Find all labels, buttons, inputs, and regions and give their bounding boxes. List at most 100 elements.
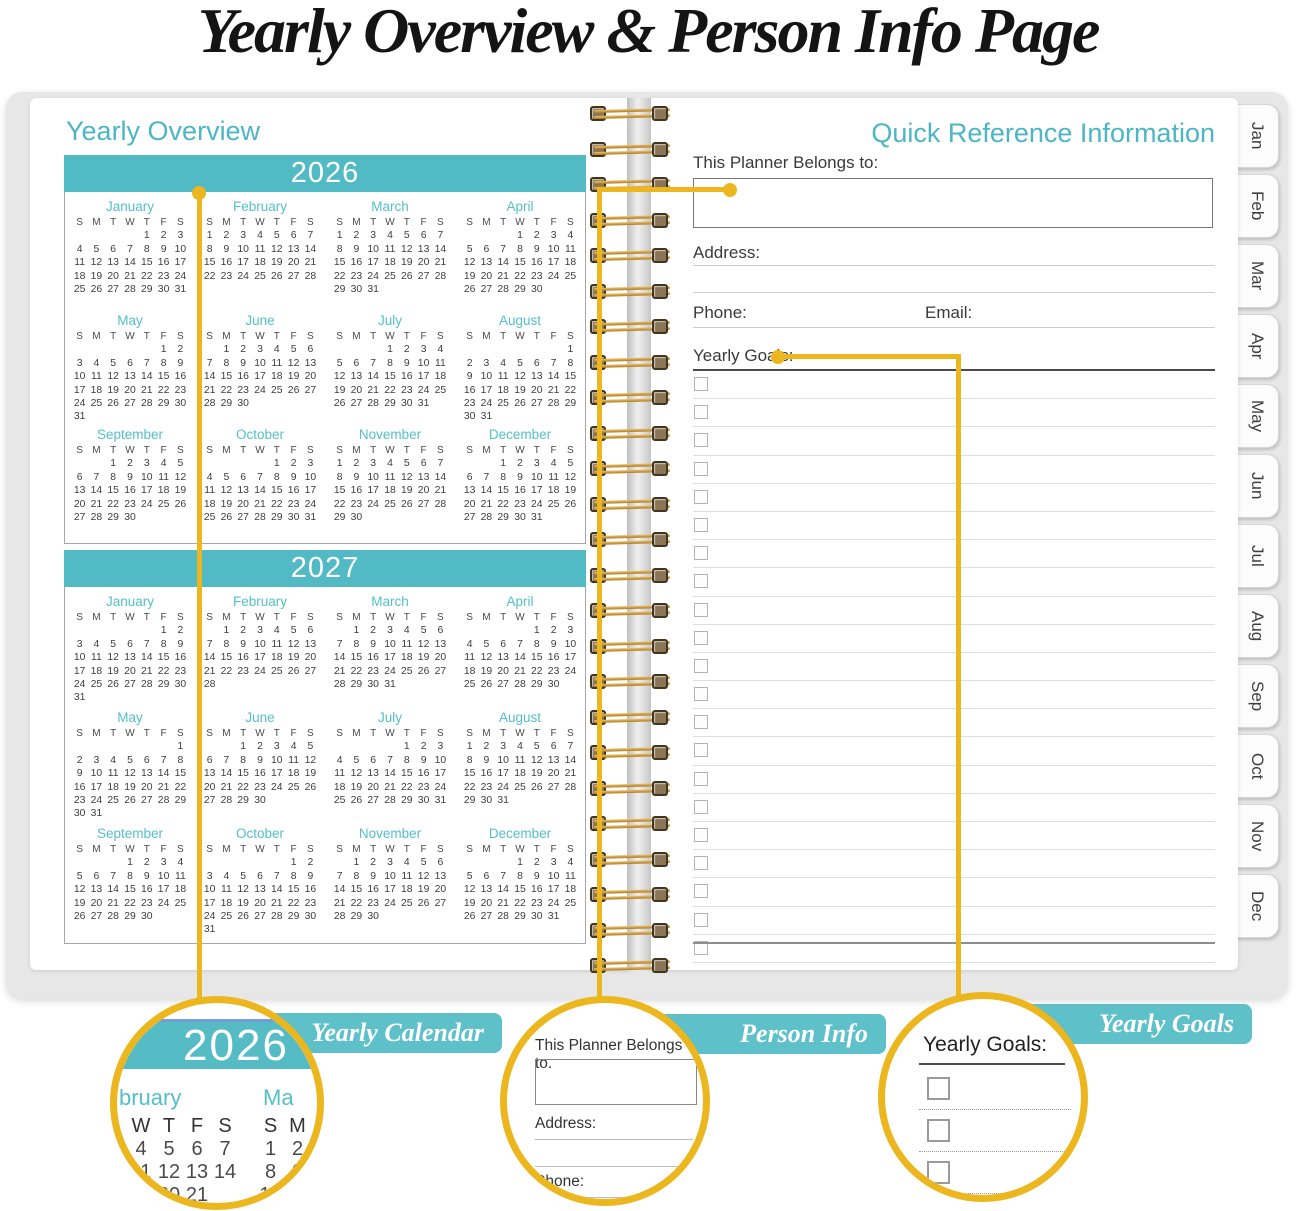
goal-checkbox[interactable]: [694, 856, 708, 871]
tab-sep[interactable]: Sep: [1236, 664, 1279, 728]
mini-month-december-2026: December S M T W T F S 1 2 3 4 5 6 7 8 9 10 11 12 13 14 15 16 17…: [455, 425, 585, 539]
zoom-goal-checkbox[interactable]: [927, 1077, 950, 1100]
left-page-yearly-overview: Yearly Overview 2026 January S M T W T F S 1 2 3 4 5 6…: [30, 98, 630, 970]
yearly-overview-heading: Yearly Overview: [66, 116, 261, 146]
goal-checkbox[interactable]: [694, 630, 708, 645]
coil-hole-right: [652, 319, 668, 334]
goal-checkbox[interactable]: [694, 602, 708, 617]
tab-may[interactable]: May: [1236, 384, 1279, 448]
tab-label: Jun: [1248, 472, 1267, 500]
goal-row: [693, 822, 1215, 851]
year-banner-2027: 2027: [64, 550, 586, 587]
callout-dot-calendar: [192, 186, 206, 200]
mini-month-name: March: [371, 594, 409, 609]
tab-label: Mar: [1248, 261, 1267, 291]
mini-month-days: S M T W T F S 1 2 3 4 5 6 7 8 9 10 11 12 13 14 15 16 17 18 19 20 21…: [333, 728, 447, 806]
goal-row: [693, 484, 1215, 512]
tab-label: Aug: [1248, 610, 1267, 642]
year-banner-2026: 2026: [64, 155, 586, 192]
mini-month-days: S M T W T F S 1 2 3 4 5 6 7 8 9 10 11 12 13 14 15 16 17 18 19 20 21…: [73, 445, 187, 523]
coil-hole-right: [652, 851, 668, 867]
goal-checkbox[interactable]: [694, 687, 708, 702]
coil-hole-right: [652, 532, 668, 547]
goal-checkbox[interactable]: [694, 546, 708, 561]
goal-checkbox[interactable]: [694, 658, 708, 673]
spiral-coil: [588, 212, 676, 229]
goal-checkbox[interactable]: [694, 489, 708, 504]
goal-checkbox[interactable]: [694, 884, 708, 899]
zoom-goal-dotted-line: [919, 1109, 1071, 1110]
zoom-goal-checkbox[interactable]: [927, 1119, 950, 1142]
zoom-day-cell: [311, 1184, 317, 1203]
goal-checkbox[interactable]: [694, 743, 708, 758]
tab-feb[interactable]: Feb: [1236, 174, 1279, 238]
goal-checkbox[interactable]: [694, 433, 708, 448]
goal-checkbox[interactable]: [694, 377, 708, 391]
zoom-goals-label: Yearly Goals:: [923, 1033, 1048, 1056]
mini-month-name: February: [232, 594, 288, 609]
mini-month-days: S M T W T F S 1 2 3 4 5 6 7 8 9 10 11 12 13 14 15 16 17 18 19 20 21…: [73, 844, 187, 922]
goal-row: [693, 371, 1215, 400]
zoom-phone-line: [535, 1197, 693, 1198]
tab-oct[interactable]: Oct: [1236, 734, 1279, 798]
zoom-weekday-cell: F: [190, 1115, 204, 1137]
tab-aug[interactable]: Aug: [1236, 594, 1279, 658]
zoom-calendar-right-columns: SMT123891151: [257, 1115, 317, 1203]
tab-nov[interactable]: Nov: [1236, 804, 1279, 868]
goal-checkbox[interactable]: [694, 799, 708, 814]
mini-month-days: S M T W T F S 1 2 3 4 5 6 7 8 9 10 11 12 13 14 15 16 17 18 19 20 21…: [203, 331, 317, 409]
coil-hole-right: [652, 354, 668, 370]
spiral-coil: [588, 851, 676, 868]
zoom-blank-line: [535, 1166, 693, 1167]
mini-month-days: S M T W T F S 1 2 3 4 5 6 7 8 9 10 11 12 13 14 15 16 17 18 19 20 21…: [73, 728, 187, 820]
belongs-input-box[interactable]: [693, 178, 1213, 228]
goal-row: [693, 568, 1215, 597]
email-label: Email:: [925, 303, 973, 322]
goal-row: [693, 935, 1215, 963]
goal-checkbox[interactable]: [694, 574, 708, 589]
goal-checkbox[interactable]: [694, 828, 708, 842]
zoom-weekday-cell: S: [218, 1115, 232, 1137]
mini-month-days: S M T W T F S 1 2 3 4 5 6 7 8 9 10 11 12 13 14 15 16 17 18 19 20 21…: [333, 217, 447, 295]
tab-jul[interactable]: Jul: [1236, 524, 1279, 588]
mini-month-december-2027: December S M T W T F S 1 2 3 4 5 6 7 8 9 10 11 12 13 14 15 16 17…: [455, 824, 585, 940]
zoom-goal-checkbox[interactable]: [927, 1161, 950, 1184]
goal-checkbox[interactable]: [694, 912, 708, 927]
goal-checkbox[interactable]: [694, 405, 708, 420]
goal-checkbox[interactable]: [694, 940, 708, 955]
callout-dot-person: [723, 183, 737, 197]
goal-checkbox[interactable]: [694, 461, 708, 476]
mini-month-may-2027: May S M T W T F S 1 2 3 4 5 6 7 8 9 10 11 12 13 14 15 16 17 18 19 2…: [65, 708, 195, 824]
year-grid-2026: January S M T W T F S 1 2 3 4 5 6 7 8 9 10 11 12 13 14 15 16 17 1…: [64, 192, 586, 544]
phone-email-line: [693, 327, 1215, 328]
tab-label: Sep: [1248, 680, 1267, 712]
mini-month-october-2027: October S M T W T F S 1 2 3 4 5 6 7 8 9 10 11 12 13 14 15 16 17 1…: [195, 824, 325, 940]
tab-jun[interactable]: Jun: [1236, 454, 1279, 518]
belongs-label: This Planner Belongs to:: [693, 153, 879, 172]
mini-month-days: S M T W T F S 1 2 3 4 5 6 7 8 9 10 11 12 13 14 15 16 17 18 19 20 21…: [203, 445, 317, 523]
goal-checkbox[interactable]: [694, 771, 708, 786]
mini-month-days: S M T W T F S 1 2 3 4 5 6 7 8 9 10 11 12 13 14 15 16 17 18 19 20 21…: [73, 217, 187, 295]
tab-mar[interactable]: Mar: [1236, 244, 1279, 308]
tab-apr[interactable]: Apr: [1236, 314, 1279, 378]
page-title: Yearly Overview & Person Info Page: [197, 0, 1101, 66]
goal-row: [693, 427, 1215, 456]
tab-dec[interactable]: Dec: [1236, 874, 1279, 938]
zoom-calendar-partial-number: 20: [229, 1199, 252, 1210]
mini-month-name: June: [245, 710, 275, 725]
mini-month-february-2026: February S M T W T F S 1 2 3 4 5 6 7 8 9 10 11 12 13 14 15 16 17…: [195, 197, 325, 311]
coil-hole-right: [652, 638, 668, 654]
callout-line-goals-vertical: [956, 354, 961, 998]
mini-month-january-2026: January S M T W T F S 1 2 3 4 5 6 7 8 9 10 11 12 13 14 15 16 17 1…: [65, 197, 195, 311]
year-section-2026: 2026 January S M T W T F S 1 2 3 4 5 6 7 8 9 10 11 12 13 14 15 1…: [64, 155, 586, 544]
tab-label: Oct: [1248, 752, 1267, 780]
goal-checkbox[interactable]: [694, 517, 708, 532]
mini-month-name: July: [377, 313, 402, 328]
goal-row: [693, 878, 1215, 907]
zoom-day-cell: 5: [163, 1138, 175, 1160]
tab-jan[interactable]: Jan: [1236, 104, 1279, 168]
mini-month-days: S M T W T F S 1 2 3 4 5 6 7 8 9 10 11 12 13 14 15 16 17 18 19 20 21…: [463, 445, 577, 523]
tab-label: May: [1248, 399, 1267, 433]
goal-checkbox[interactable]: [694, 715, 708, 730]
